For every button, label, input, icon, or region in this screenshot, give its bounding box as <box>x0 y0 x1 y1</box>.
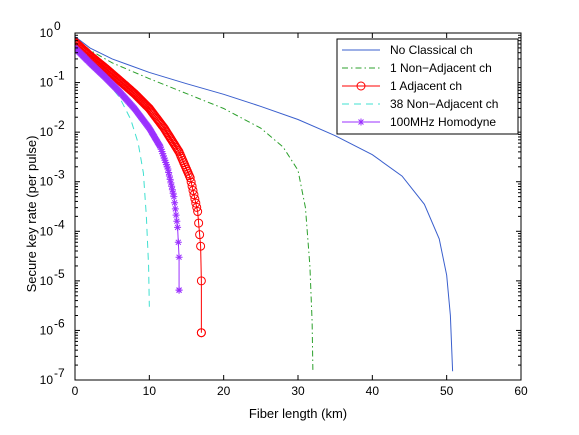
legend-label: 38 Non−Adjacent ch <box>390 97 498 111</box>
legend-label: 100MHz Homodyne <box>390 115 496 129</box>
data-point <box>191 198 201 208</box>
y-tick-label: 10 <box>40 26 54 40</box>
data-point <box>165 172 173 180</box>
legend-marker <box>356 81 366 91</box>
y-axis-label: Secure key rate (per pulse) <box>24 136 39 293</box>
y-tick-label: 10 <box>40 373 54 387</box>
data-point <box>170 193 178 201</box>
legend-marker <box>357 118 365 126</box>
y-tick-exponent: -2 <box>54 118 65 132</box>
series-1 <box>75 37 314 370</box>
data-point <box>160 154 168 162</box>
data-point <box>172 211 180 219</box>
series-line <box>75 36 454 372</box>
series-line <box>75 45 150 307</box>
y-tick-exponent: -1 <box>54 69 65 83</box>
legend-label: 1 Adjacent ch <box>390 79 462 93</box>
y-tick-label: 10 <box>40 76 54 90</box>
legend-item: 38 Non−Adjacent ch <box>342 97 498 111</box>
y-tick-label: 10 <box>40 125 54 139</box>
x-tick-label: 60 <box>514 384 528 398</box>
data-point <box>163 163 171 171</box>
data-point <box>194 218 204 228</box>
series-4 <box>75 44 183 294</box>
data-point <box>175 286 183 294</box>
y-tick-exponent: -7 <box>54 366 65 380</box>
data-point <box>186 177 196 187</box>
data-point <box>187 181 197 191</box>
data-point <box>174 223 182 231</box>
data-point <box>196 276 206 286</box>
series-0 <box>75 36 454 372</box>
data-point <box>173 217 181 225</box>
y-tick-exponent: -4 <box>54 217 65 231</box>
data-point <box>156 143 164 151</box>
data-point <box>157 145 165 153</box>
data-point <box>158 147 166 155</box>
series-group <box>75 36 454 372</box>
series-3 <box>75 45 150 307</box>
x-tick-label: 40 <box>366 384 380 398</box>
y-tick-exponent: -6 <box>54 316 65 330</box>
data-point <box>174 238 182 246</box>
legend-item: No Classical ch <box>342 43 473 57</box>
data-point <box>166 175 174 183</box>
y-tick-exponent: 0 <box>54 19 61 33</box>
data-point <box>159 150 167 158</box>
data-point <box>188 185 198 195</box>
data-point <box>162 158 170 166</box>
data-point <box>167 179 175 187</box>
data-point <box>171 142 181 152</box>
data-point <box>196 241 206 251</box>
data-point <box>172 144 182 154</box>
legend-item: 1 Adjacent ch <box>342 79 462 93</box>
legend-label: 1 Non−Adjacent ch <box>390 61 492 75</box>
data-point <box>161 156 169 164</box>
y-tick-label: 10 <box>40 224 54 238</box>
legend: No Classical ch 1 Non−Adjacent ch 1 Adjace… <box>336 38 519 135</box>
x-tick-label: 0 <box>72 384 79 398</box>
data-point <box>171 199 179 207</box>
series-line <box>75 37 314 370</box>
x-tick-label: 10 <box>143 384 157 398</box>
data-point <box>171 205 179 213</box>
legend-item: 1 Non−Adjacent ch <box>342 61 492 75</box>
x-axis-label: Fiber length (km) <box>249 406 347 421</box>
x-tick-label: 20 <box>217 384 231 398</box>
data-point <box>159 152 167 160</box>
legend-item: 100MHz Homodyne <box>342 115 496 129</box>
y-tick-label: 10 <box>40 175 54 189</box>
data-point <box>168 182 176 190</box>
data-point <box>192 202 202 212</box>
data-point <box>190 194 200 204</box>
data-point <box>195 230 205 240</box>
data-point <box>168 186 176 194</box>
data-point <box>196 328 206 338</box>
data-point <box>164 165 172 173</box>
y-tick-label: 10 <box>40 274 54 288</box>
legend-label: No Classical ch <box>390 43 473 57</box>
plot-area <box>75 36 454 372</box>
data-point <box>189 190 199 200</box>
series-line <box>75 41 202 333</box>
y-tick-exponent: -3 <box>54 168 65 182</box>
y-tick-label: 10 <box>40 323 54 337</box>
x-tick-label: 50 <box>440 384 454 398</box>
y-tick-exponent: -5 <box>54 267 65 281</box>
data-point <box>165 169 173 177</box>
data-point <box>193 207 203 217</box>
data-point <box>162 161 170 169</box>
x-tick-label: 30 <box>291 384 305 398</box>
data-point <box>175 253 183 261</box>
data-point <box>185 173 195 183</box>
data-point <box>169 189 177 197</box>
